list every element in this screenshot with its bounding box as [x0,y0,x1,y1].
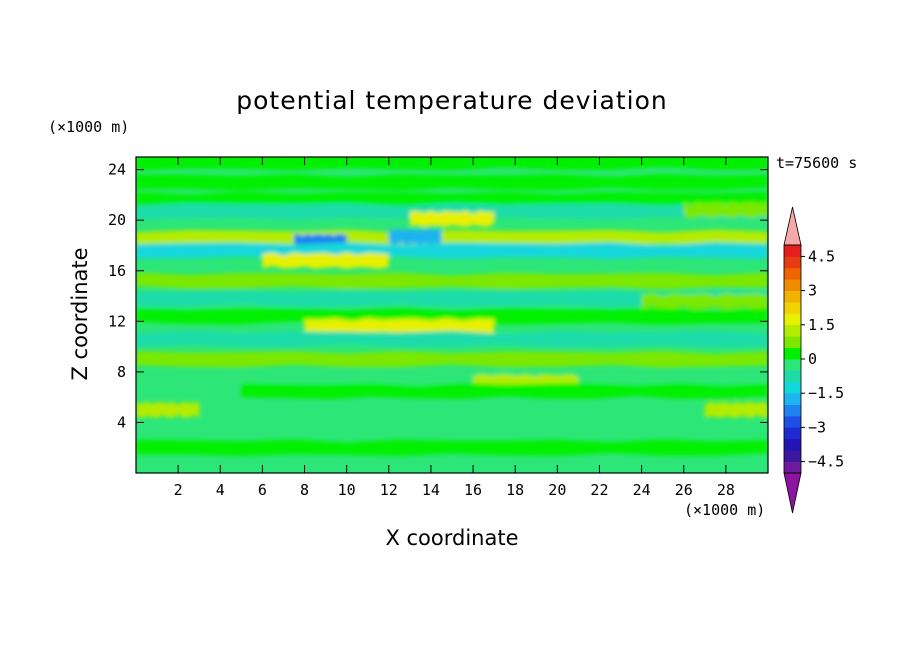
y-tick-label: 8 [117,363,126,381]
contour-band [136,272,768,290]
contour-band [683,201,768,219]
colorbar: 4.5 3 1.5 0 −1.5 −3 −4.5 [783,206,844,514]
colorbar-swatch [784,450,801,462]
contour-band [409,210,495,228]
y-tick-label: 20 [108,211,126,229]
colorbar-swatch [784,279,801,291]
colorbar-swatch [784,256,801,269]
x-unit-label: (×1000 m) [684,501,766,519]
time-label: t=75600 s [776,154,858,172]
contour-band [136,157,768,171]
colorbar-swatch [784,245,801,257]
colorbar-swatch [784,393,801,405]
colorbar-under-arrow [783,472,802,514]
contour-band [136,203,768,220]
x-tick-label: 22 [590,481,608,499]
colorbar-swatch [784,290,801,303]
colorbar-tick-label: −1.5 [808,384,844,402]
colorbar-swatch [784,267,801,280]
contour-band [136,401,200,419]
y-tick-label: 4 [117,413,126,431]
colorbar-swatch [784,381,801,394]
contour-band [136,174,768,191]
x-tick-label: 14 [422,481,440,499]
x-tick-label: 12 [380,481,398,499]
contour-band [641,292,768,310]
x-axis: 2 4 6 8 10 12 14 16 18 20 22 24 26 28 [174,157,735,499]
colorbar-swatch [784,404,801,417]
contour-band [262,252,389,269]
colorbar-tick-label: −3 [808,418,826,436]
x-tick-label: 6 [258,481,267,499]
y-tick-label: 12 [108,312,126,330]
colorbar-swatch [784,324,801,337]
y-axis-label: Z coordinate [68,247,92,381]
y-tick-label: 16 [108,262,126,280]
y-axis: 4 8 12 16 20 24 [108,161,768,431]
x-tick-label: 28 [717,481,735,499]
contour-band [136,350,768,368]
x-tick-label: 20 [548,481,566,499]
colorbar-tick-label: 1.5 [808,316,835,334]
x-tick-label: 8 [300,481,309,499]
colorbar-swatch [784,370,801,383]
contour-band [136,290,768,307]
contour-band [136,330,768,348]
y-tick-label: 24 [108,161,126,179]
colorbar-swatch [784,336,801,348]
contour-band [304,318,495,335]
colorbar-tick-label: 3 [808,282,817,300]
x-tick-label: 4 [216,481,225,499]
chart-title: potential temperature deviation [236,86,668,115]
colorbar-swatch [784,427,801,440]
x-tick-label: 10 [338,481,356,499]
colorbar-swatch [784,347,801,360]
colorbar-swatch [784,313,801,326]
colorbar-over-arrow [783,206,802,246]
y-unit-label: (×1000 m) [48,118,130,136]
contour-band [136,439,768,457]
x-tick-label: 24 [633,481,651,499]
colorbar-swatch [784,302,801,314]
contour-band [704,401,768,419]
x-tick-label: 2 [174,481,183,499]
colorbar-swatch [784,416,801,428]
plot-frame [135,156,769,474]
colorbar-swatch [784,461,801,474]
x-tick-label: 26 [675,481,693,499]
colorbar-tick-label: −4.5 [808,453,844,471]
x-tick-label: 18 [506,481,524,499]
contour-band [241,382,768,400]
x-axis-label: X coordinate [385,526,519,550]
colorbar-swatch [784,359,801,371]
contour-band [136,371,768,388]
x-tick-label: 16 [464,481,482,499]
contour-band [388,228,442,245]
colorbar-swatch [784,438,801,451]
colorbar-tick-label: 0 [808,350,817,368]
colorbar-tick-label: 4.5 [808,247,835,265]
contour-band [136,307,768,325]
contour-bands [136,157,768,457]
